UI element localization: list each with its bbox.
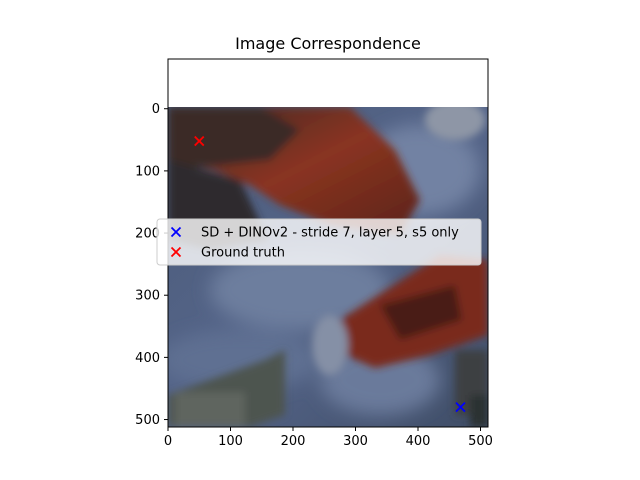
- y-tick-label: 0: [152, 102, 160, 117]
- legend-label: SD + DINOv2 - stride 7, layer 5, s5 only: [201, 226, 459, 241]
- background-image: [168, 107, 488, 427]
- x-tick-label: 500: [468, 434, 493, 449]
- x-tick-label: 0: [164, 434, 172, 449]
- x-axis: 0 100 200 300 400 500: [164, 427, 493, 449]
- y-tick-label: 500: [135, 413, 160, 428]
- x-tick-label: 400: [406, 434, 431, 449]
- prediction-marker: [455, 401, 466, 413]
- legend-box: [156, 218, 482, 266]
- data-points: [194, 135, 466, 413]
- legend-label: Ground truth: [201, 246, 285, 261]
- x-tick-label: 200: [281, 434, 306, 449]
- legend-marker: [170, 226, 182, 238]
- x-tick-label: 100: [218, 434, 243, 449]
- x-tick-label: 300: [343, 434, 368, 449]
- legend-marker: [170, 246, 182, 258]
- y-tick-label: 200: [135, 227, 160, 242]
- y-axis: 0 100 200 300 400 500: [135, 102, 168, 428]
- y-tick-label: 400: [135, 351, 160, 366]
- legend: SD + DINOv2 - stride 7, layer 5, s5 only…: [156, 218, 482, 266]
- chart-title: Image Correspondence: [235, 34, 421, 53]
- y-tick-label: 300: [135, 289, 160, 304]
- ground-truth-marker: [194, 135, 205, 147]
- y-tick-label: 100: [135, 164, 160, 179]
